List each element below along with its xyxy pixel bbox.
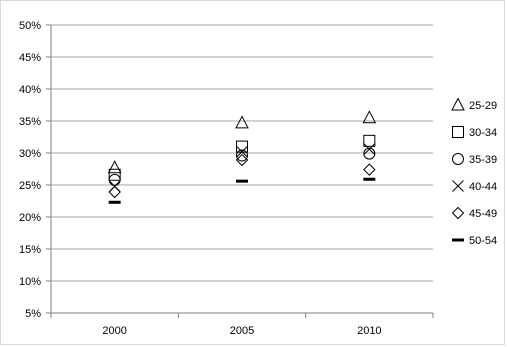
legend-item: 30-34 — [452, 126, 497, 139]
y-tick-labels: 5% 10% 15% 20% 25% 30% 35% 40% 45% 50% — [19, 20, 41, 320]
legend-marker-dash — [452, 238, 464, 242]
point-50-54-2010 — [363, 177, 376, 181]
point-45-49-2005 — [235, 153, 249, 167]
gridlines — [51, 24, 433, 282]
y-tick-label: 40% — [19, 84, 41, 96]
legend-item: 40-44 — [452, 180, 497, 193]
y-tick-label: 15% — [19, 244, 41, 256]
point-35-39-2005 — [236, 149, 248, 162]
legend-item: 50-54 — [452, 235, 497, 247]
point-50-54-2000 — [108, 200, 121, 204]
legend-label: 35-39 — [469, 154, 497, 166]
axes — [46, 24, 434, 318]
legend-label: 40-44 — [469, 181, 497, 193]
point-40-44-2005 — [236, 145, 248, 158]
legend-item: 35-39 — [452, 153, 497, 166]
legend-label: 45-49 — [469, 208, 497, 220]
point-25-29-2000 — [107, 160, 122, 174]
legend: 25-29 30-34 35-39 40-44 45-49 50-54 — [451, 97, 497, 247]
legend-label: 30-34 — [469, 127, 497, 139]
point-35-39-2010 — [363, 147, 376, 160]
legend-marker-square — [452, 126, 464, 138]
x-tick-label: 2005 — [230, 325, 254, 337]
y-tick-label: 25% — [19, 180, 41, 192]
point-45-49-2000 — [108, 185, 121, 199]
y-tick-label: 5% — [25, 308, 41, 320]
point-25-29-2010 — [362, 110, 377, 124]
point-50-54-2005 — [236, 179, 248, 183]
y-tick-label: 35% — [19, 116, 41, 128]
legend-marker-triangle — [451, 97, 465, 111]
x-tick-labels: 2000 2005 2010 — [102, 325, 381, 337]
point-35-39-2000 — [108, 173, 121, 186]
y-tick-label: 45% — [19, 52, 41, 64]
legend-marker-x — [452, 180, 464, 192]
y-tick-label: 50% — [19, 20, 41, 32]
x-tick-label: 2010 — [357, 325, 381, 337]
y-tick-label: 30% — [19, 148, 41, 160]
point-45-49-2010 — [363, 163, 376, 176]
legend-marker-circle — [452, 153, 464, 165]
point-25-29-2005 — [235, 115, 249, 129]
y-tick-label: 20% — [19, 212, 41, 224]
data-points — [107, 110, 377, 204]
point-30-34-2000 — [108, 168, 121, 181]
legend-marker-diamond — [451, 206, 465, 220]
legend-label: 25-29 — [469, 100, 497, 112]
point-40-44-2010 — [363, 143, 376, 156]
point-30-34-2010 — [363, 134, 376, 147]
legend-label: 50-54 — [469, 235, 497, 247]
y-tick-label: 10% — [19, 276, 41, 288]
x-tick-label: 2000 — [102, 325, 126, 337]
legend-item: 25-29 — [451, 97, 497, 112]
legend-item: 45-49 — [451, 206, 497, 220]
